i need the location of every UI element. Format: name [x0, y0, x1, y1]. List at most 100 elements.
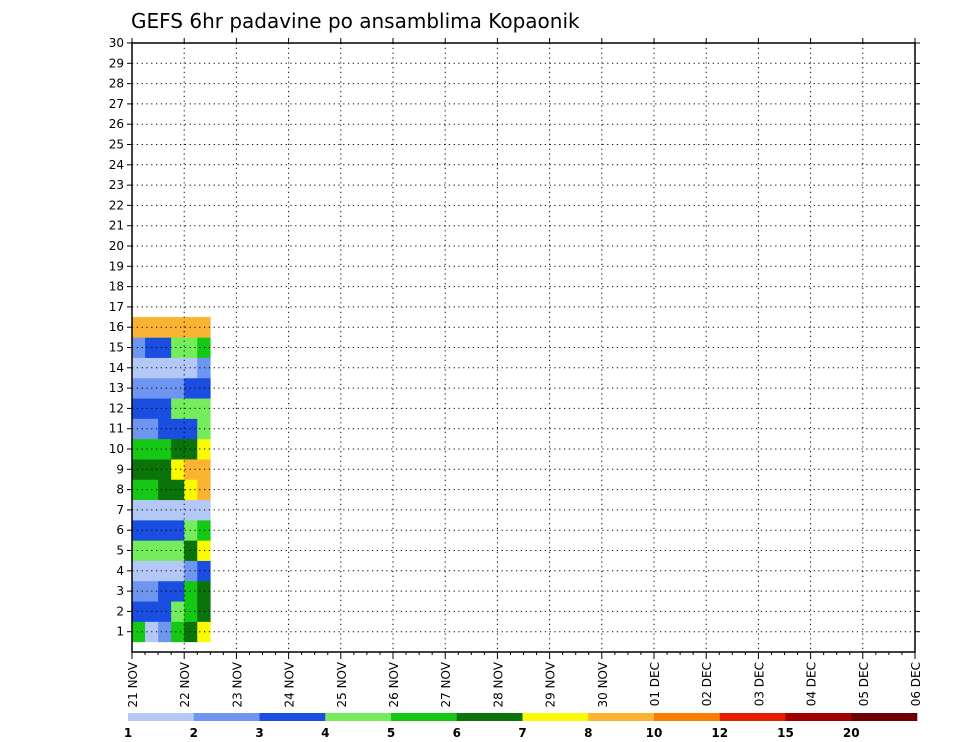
heatmap-cell	[132, 601, 146, 622]
heatmap-cell	[171, 580, 185, 602]
heatmap-cell	[184, 540, 198, 561]
heatmap-cell	[171, 601, 185, 622]
heatmap-cell	[197, 479, 211, 501]
heatmap-cell	[132, 479, 146, 501]
y-tick-label: 10	[109, 442, 124, 456]
x-tick-label: 04 DEC	[805, 662, 819, 706]
y-tick-label: 29	[109, 56, 124, 70]
y-tick-label: 12	[109, 401, 124, 415]
heatmap-cell	[132, 560, 146, 582]
heatmap-cell	[132, 357, 146, 379]
heatmap-cell	[171, 377, 185, 399]
heatmap-cell	[171, 479, 185, 501]
x-tick-label: 23 NOV	[230, 661, 244, 707]
heatmap-cell	[158, 398, 172, 419]
heatmap-cell	[158, 621, 172, 643]
colorbar-swatch	[588, 713, 655, 721]
heatmap-cell	[197, 621, 211, 643]
colorbar-label: 6	[453, 726, 461, 740]
x-axis-ticks: 21 NOV 22 NOV 23 NOV 24 NOV 25 NOV 26 NOV 27 N…	[126, 38, 923, 708]
y-tick-label: 21	[109, 219, 124, 233]
y-tick-label: 16	[109, 320, 124, 334]
heatmap-cell	[197, 337, 211, 358]
y-axis-ticks: 1234567891011121314151617181920212223242…	[109, 36, 920, 639]
y-tick-label: 23	[109, 178, 124, 192]
x-tick-label: 06 DEC	[909, 662, 923, 706]
heatmap-cell	[171, 459, 185, 480]
x-tick-label: 22 NOV	[178, 661, 192, 707]
colorbar-swatch	[193, 713, 260, 721]
heatmap-cell	[197, 438, 211, 460]
heatmap-cell	[132, 580, 146, 602]
y-tick-label: 27	[109, 97, 124, 111]
heatmap-cell	[184, 560, 198, 582]
heatmap-cell	[197, 317, 211, 338]
y-tick-label: 1	[116, 625, 124, 639]
colorbar-swatch	[325, 713, 392, 721]
heatmap-cell	[184, 418, 198, 440]
y-tick-label: 9	[116, 462, 124, 476]
heatmap-cell	[171, 398, 185, 419]
y-tick-label: 25	[109, 138, 124, 152]
heatmap-cell	[158, 601, 172, 622]
heatmap-cell	[171, 337, 185, 358]
grid-lines	[132, 43, 915, 652]
heatmap-cell	[184, 520, 198, 541]
colorbar-swatch	[785, 713, 852, 721]
x-tick-label: 27 NOV	[439, 661, 453, 707]
x-tick-label: 05 DEC	[857, 662, 871, 706]
heatmap-cell	[132, 317, 146, 338]
colorbar-swatch	[456, 713, 523, 721]
heatmap-cells	[132, 317, 211, 643]
heatmap-cell	[184, 621, 198, 643]
heatmap-cell	[197, 357, 211, 379]
heatmap-cell	[158, 560, 172, 582]
colorbar-label: 8	[584, 726, 592, 740]
y-tick-label: 13	[109, 381, 124, 395]
y-tick-label: 4	[116, 564, 124, 578]
heatmap-cell	[171, 357, 185, 379]
colorbar-label: 3	[255, 726, 263, 740]
x-tick-label: 21 NOV	[126, 661, 140, 707]
heatmap-cell	[132, 337, 146, 358]
colorbar-swatch	[851, 713, 918, 721]
heatmap-cell	[158, 317, 172, 338]
heatmap-cell	[184, 601, 198, 622]
heatmap-cell	[132, 499, 146, 521]
x-tick-label: 28 NOV	[491, 661, 505, 707]
heatmap-cell	[171, 499, 185, 521]
heatmap-cell	[197, 601, 211, 622]
y-tick-label: 17	[109, 300, 124, 314]
x-tick-label: 26 NOV	[387, 661, 401, 707]
heatmap-cell	[158, 438, 172, 460]
chart-title: GEFS 6hr padavine po ansamblima Kopaonik	[131, 9, 580, 33]
y-tick-label: 2	[116, 604, 124, 618]
y-tick-label: 18	[109, 280, 124, 294]
heatmap-cell	[171, 317, 185, 338]
y-tick-label: 15	[109, 341, 124, 355]
heatmap-cell	[171, 540, 185, 561]
y-tick-label: 19	[109, 259, 124, 273]
x-tick-label: 24 NOV	[283, 661, 297, 707]
heatmap-cell	[184, 479, 198, 501]
colorbar-label: 2	[190, 726, 198, 740]
y-tick-label: 11	[109, 422, 124, 436]
x-tick-label: 03 DEC	[752, 662, 766, 706]
heatmap-cell	[197, 398, 211, 419]
colorbar-label: 7	[518, 726, 526, 740]
colorbar-swatch	[719, 713, 786, 721]
y-tick-label: 22	[109, 198, 124, 212]
y-tick-label: 30	[109, 36, 124, 50]
colorbar-label: 4	[321, 726, 329, 740]
heatmap-cell	[171, 438, 185, 460]
heatmap-cell	[197, 499, 211, 521]
heatmap-cell	[197, 520, 211, 541]
colorbar-label: 5	[387, 726, 395, 740]
heatmap-cell	[158, 377, 172, 399]
heatmap-cell	[171, 520, 185, 541]
colorbar-label: 10	[646, 726, 663, 740]
heatmap-cell	[171, 621, 185, 643]
y-tick-label: 14	[109, 361, 124, 375]
y-tick-label: 28	[109, 77, 124, 91]
